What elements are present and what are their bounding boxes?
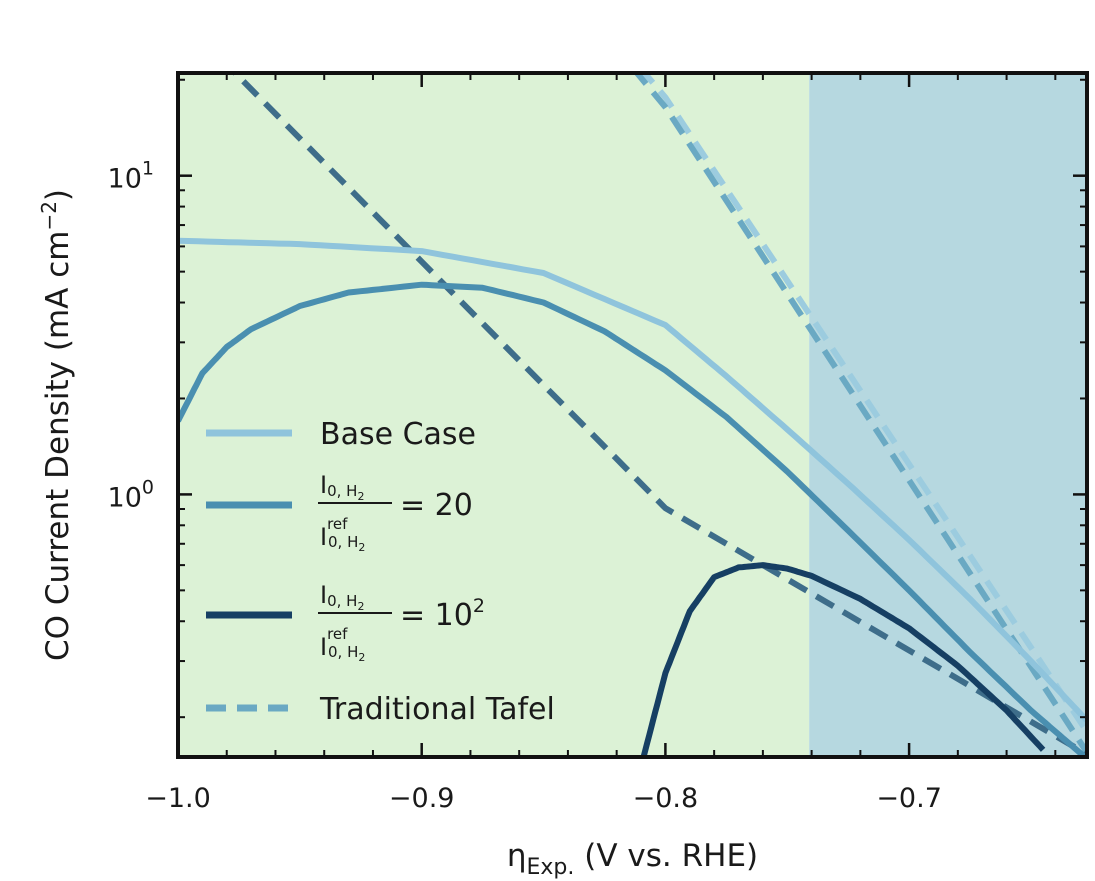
fraction-subscript-2: 2	[357, 490, 364, 503]
fraction-subscript-2: 2	[358, 541, 365, 554]
legend-fraction-numerator-2: I0, H2	[320, 581, 364, 613]
legend-suffix-exponent: 2	[473, 595, 485, 617]
y-tick-base: 10	[108, 164, 142, 195]
fraction-superscript: ref	[327, 625, 348, 643]
fraction-subscript: 0, H	[327, 482, 357, 500]
series-line-4	[178, 281, 1087, 757]
fraction-subscript: 0, H	[327, 592, 357, 610]
background-regions	[178, 73, 1087, 757]
fraction-symbol: I	[320, 471, 327, 499]
fraction-subscript-2: 2	[358, 651, 365, 664]
x-axis-title-rest: (V vs. RHE)	[574, 838, 758, 874]
fraction-symbol: I	[320, 633, 327, 661]
legend-label-0: Base Case	[320, 417, 476, 452]
fraction-symbol: I	[320, 523, 327, 551]
y-axis-title-main: CO Current Density (mA cm	[40, 231, 76, 662]
fraction-superscript: ref	[327, 515, 348, 533]
y-axis-title: CO Current Density (mA cm−2)	[37, 189, 76, 661]
legend-label-3: Traditional Tafel	[319, 692, 555, 727]
series-line-0	[640, 73, 1087, 734]
series-group	[178, 73, 1087, 757]
series-line-2	[230, 73, 1087, 757]
series-line-1	[633, 73, 1087, 755]
y-tick-base: 10	[108, 482, 142, 513]
series-line-3	[178, 237, 1087, 723]
legend-fraction-denominator-1: Iref 0, H2	[320, 515, 365, 554]
series-line-5	[640, 562, 1046, 757]
y-axis-title-sup: −2	[37, 201, 61, 230]
x-axis-title: ηExp. (V vs. RHE)	[507, 838, 758, 880]
y-tick-exponent: 0	[142, 476, 154, 498]
fraction-subscript: 0, H	[328, 643, 358, 661]
legend-suffix-text: = 20	[400, 488, 473, 523]
fraction-symbol: I	[320, 581, 327, 609]
legend-suffix-2: = 102	[400, 595, 485, 633]
legend-suffix-text: = 10	[400, 598, 473, 633]
region-0	[178, 73, 810, 757]
legend-fraction-denominator-2: Iref 0, H2	[320, 625, 365, 664]
x-axis-title-subscript: Exp.	[527, 855, 575, 880]
legend-fraction-numerator-1: I0, H2	[320, 471, 364, 503]
x-tick-label-0: −1.0	[145, 783, 211, 814]
legend-suffix-1: = 20	[400, 488, 473, 523]
fraction-subscript-2: 2	[357, 600, 364, 613]
y-tick-label-1: 101	[108, 158, 154, 195]
y-tick-exponent: 1	[142, 158, 154, 180]
x-tick-label-3: −0.7	[876, 783, 942, 814]
y-tick-label-0: 100	[108, 476, 154, 513]
x-axis-title-symbol: η	[507, 838, 527, 874]
x-tick-label-2: −0.8	[633, 783, 699, 814]
region-1	[809, 73, 1087, 757]
x-tick-label-1: −0.9	[389, 783, 455, 814]
plot-frame	[176, 71, 1089, 759]
y-axis-title-close: )	[40, 189, 76, 201]
fraction-subscript: 0, H	[328, 533, 358, 551]
